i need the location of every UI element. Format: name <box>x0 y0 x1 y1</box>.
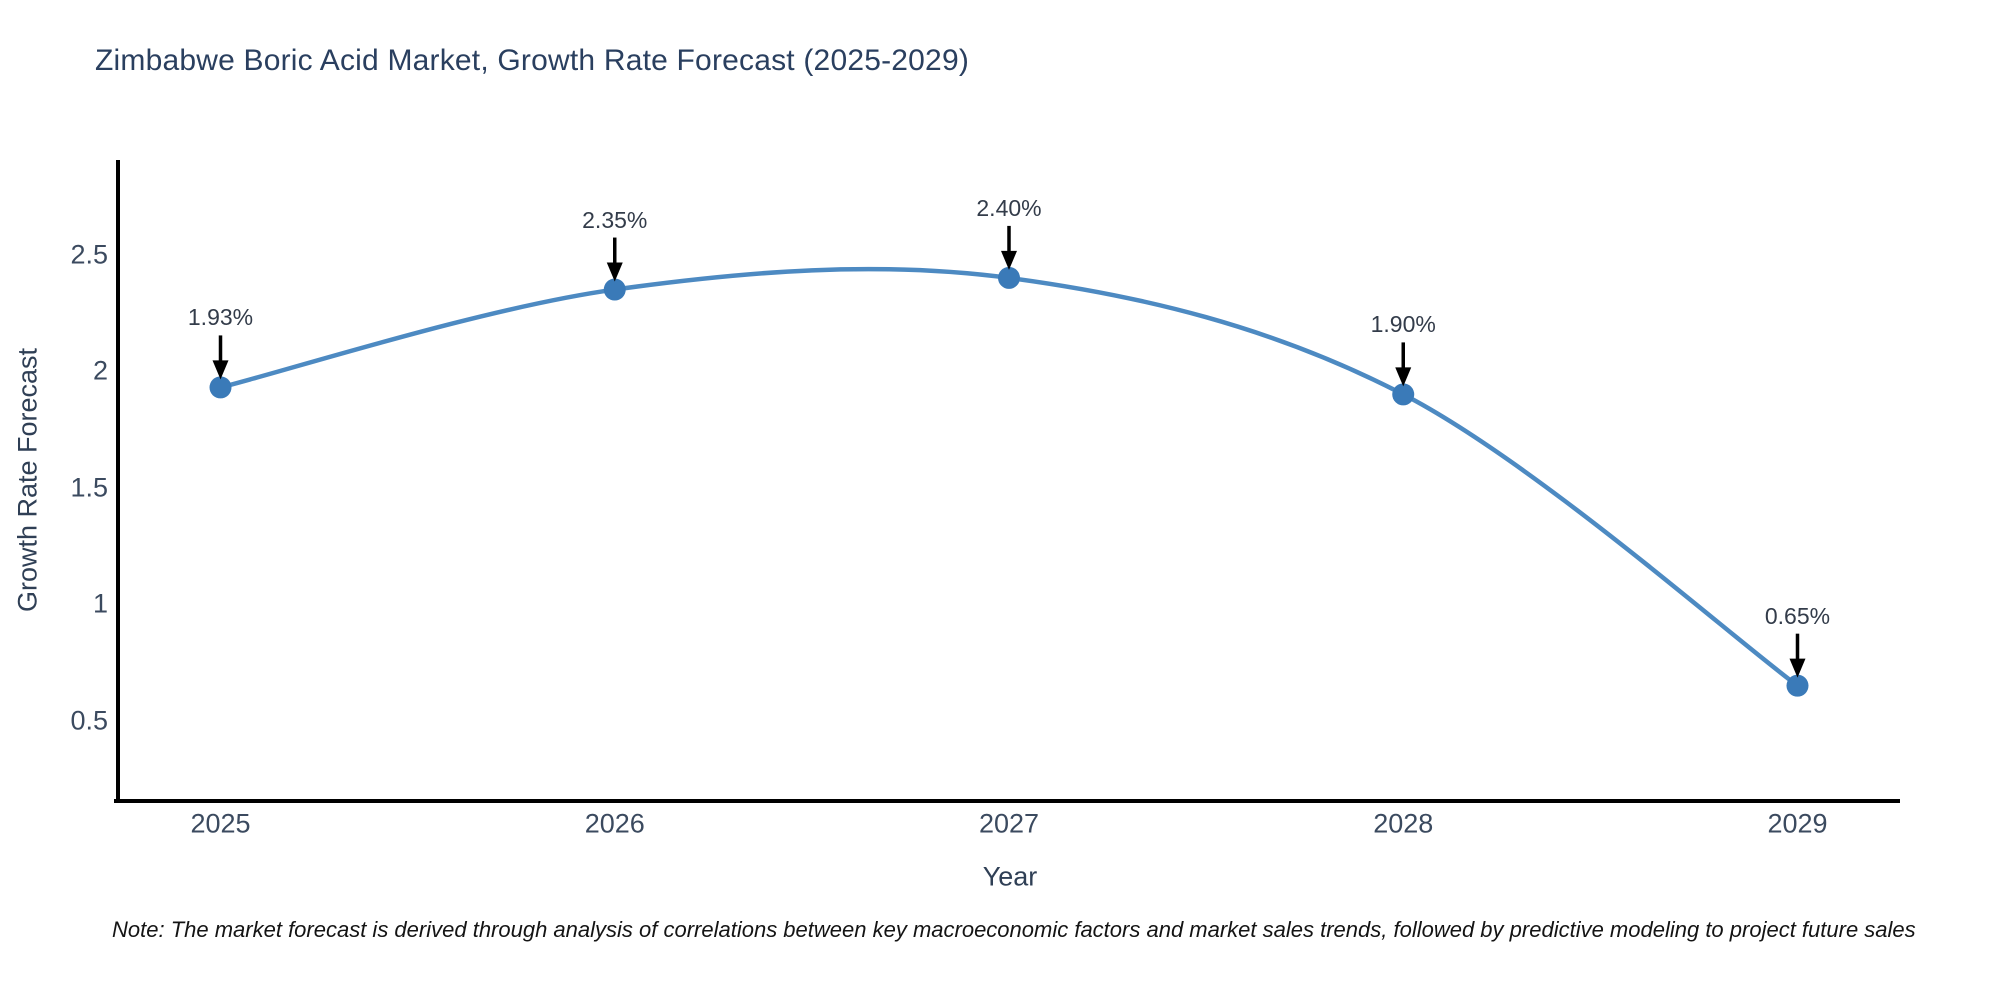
x-tick-label: 2025 <box>190 808 251 839</box>
annotation-arrow-head <box>212 360 229 380</box>
annotation-arrow-head <box>1789 658 1806 678</box>
data-point-marker <box>209 376 232 399</box>
chart-title: Zimbabwe Boric Acid Market, Growth Rate … <box>95 44 970 77</box>
data-point-marker <box>1392 383 1415 406</box>
trend-line <box>219 266 1799 688</box>
y-tick-label: 1.5 <box>70 472 108 503</box>
x-tick-label: 2026 <box>584 808 645 839</box>
data-point-marker <box>998 266 1020 289</box>
y-tick-label: 1 <box>92 588 108 619</box>
point-value-label: 2.40% <box>976 194 1042 221</box>
y-tick-label: 2.5 <box>70 239 108 270</box>
annotation-arrow-head <box>1001 250 1017 270</box>
data-point-marker <box>603 278 626 301</box>
y-tick-label: 2 <box>92 355 108 386</box>
x-axis-title: Year <box>982 861 1038 892</box>
x-tick-label: 2027 <box>978 808 1040 839</box>
y-axis-title: Growth Rate Forecast <box>12 347 43 613</box>
point-value-label: 2.35% <box>582 206 648 233</box>
annotation-arrow-head <box>1395 367 1412 387</box>
point-value-label: 1.93% <box>187 304 254 331</box>
y-tick-label: 0.5 <box>70 705 108 736</box>
annotation-arrow-head <box>606 262 623 282</box>
note-text: Note: The market forecast is derived thr… <box>112 917 1916 942</box>
x-tick-label: 2028 <box>1373 808 1434 839</box>
x-tick-label: 2029 <box>1767 808 1828 839</box>
data-point-marker <box>1786 674 1809 697</box>
point-value-label: 0.65% <box>1764 602 1831 629</box>
point-value-label: 1.90% <box>1370 311 1436 338</box>
